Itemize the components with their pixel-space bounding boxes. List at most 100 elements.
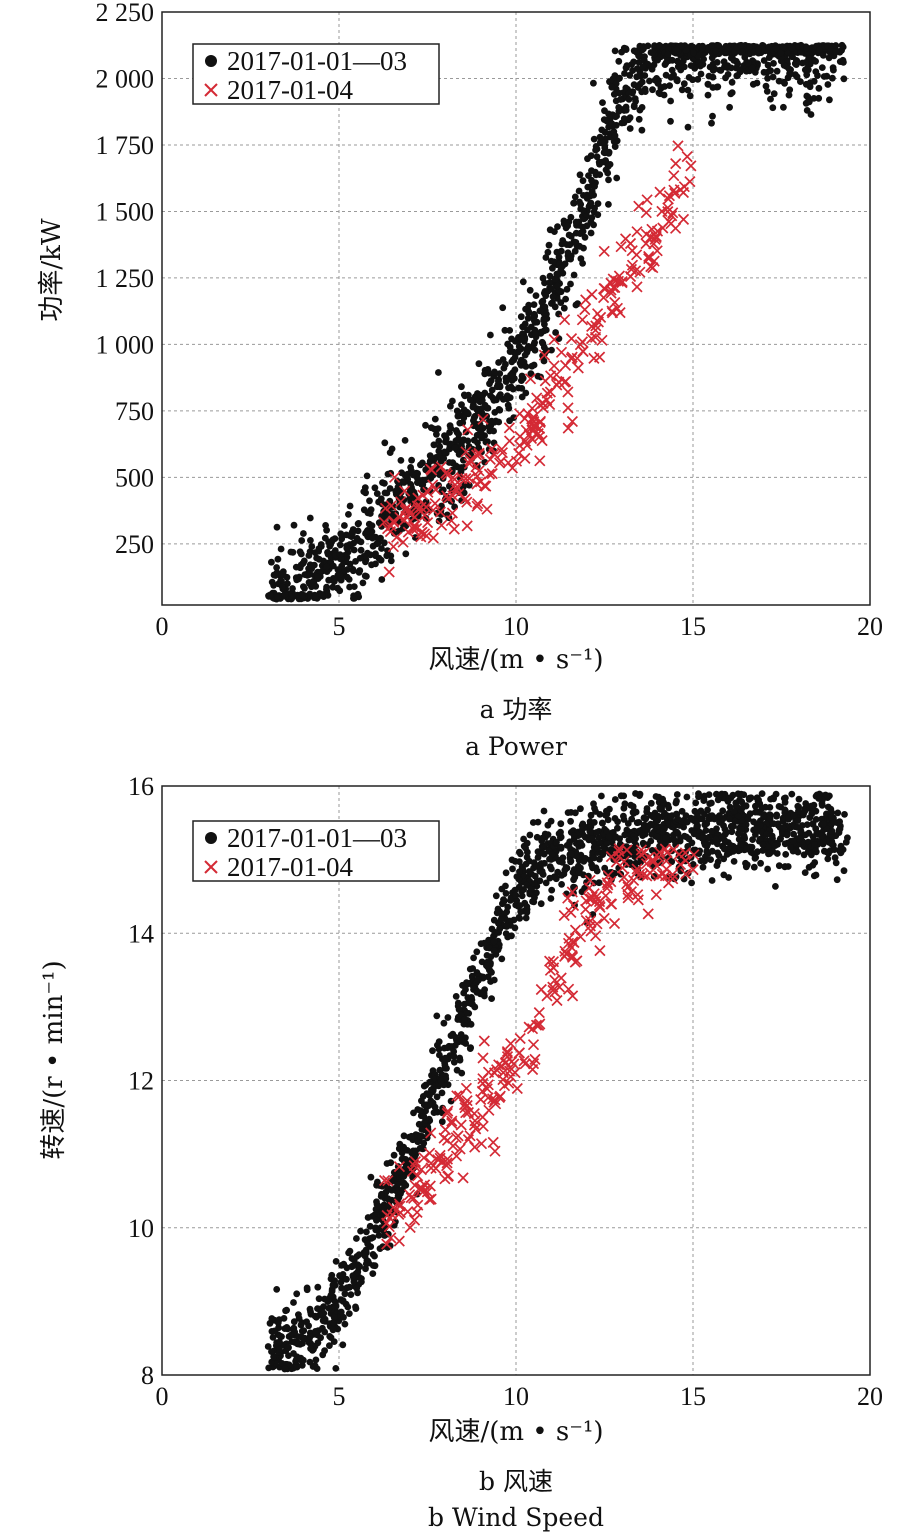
data-point: [452, 993, 460, 1000]
data-point: [280, 571, 287, 579]
data-point: [680, 868, 692, 880]
data-point: [528, 870, 535, 878]
data-point: [826, 96, 833, 104]
data-point: [764, 61, 772, 69]
data-point: [807, 802, 815, 810]
data-point: [667, 207, 679, 219]
data-point: [782, 851, 790, 858]
data-point: [522, 914, 530, 922]
data-point: [680, 80, 688, 88]
data-point: [495, 377, 502, 385]
data-point: [427, 532, 439, 544]
x-tick-label: 5: [333, 1382, 346, 1411]
data-point: [502, 882, 509, 890]
data-point: [562, 402, 574, 414]
data-point: [697, 70, 705, 78]
data-point: [423, 1147, 436, 1159]
data-point: [381, 1217, 393, 1229]
data-point: [686, 92, 694, 100]
data-point: [458, 383, 465, 391]
data-point: [549, 974, 561, 986]
data-point: [828, 827, 836, 835]
data-point: [630, 103, 638, 111]
data-point: [612, 113, 619, 121]
data-point: [673, 848, 685, 860]
data-point: [386, 485, 394, 492]
data-point: [616, 862, 629, 874]
data-point: [314, 573, 322, 581]
data-point: [523, 428, 535, 441]
data-point: [692, 799, 700, 807]
data-point: [789, 837, 797, 845]
data-point: [801, 66, 809, 74]
data-point: [295, 1314, 303, 1322]
data-point: [400, 1132, 408, 1140]
data-point: [802, 59, 809, 66]
data-point: [781, 79, 788, 87]
data-point: [728, 78, 736, 86]
data-point: [662, 834, 670, 842]
legend: 2017-01-01—03 2017-01-04: [192, 43, 440, 105]
data-point: [547, 895, 555, 902]
data-point: [478, 397, 486, 404]
data-point: [735, 66, 743, 73]
data-point: [606, 161, 614, 168]
data-point: [350, 1278, 358, 1286]
data-point: [579, 223, 586, 231]
data-point: [523, 908, 531, 916]
data-point: [513, 897, 521, 904]
data-point: [671, 837, 679, 845]
data-point: [404, 1221, 416, 1234]
data-point: [538, 338, 546, 346]
data-point: [824, 81, 832, 88]
data-point: [445, 459, 453, 466]
data-point: [639, 63, 647, 71]
data-point: [673, 828, 681, 836]
data-point: [625, 263, 638, 276]
data-point: [802, 80, 810, 88]
data-point: [281, 590, 289, 598]
data-point: [603, 840, 611, 847]
data-point: [318, 591, 326, 598]
data-point: [483, 468, 496, 480]
data-point: [363, 472, 371, 480]
data-point: [456, 1054, 464, 1062]
data-point: [496, 447, 509, 459]
data-point: [626, 125, 634, 132]
data-point: [315, 1295, 323, 1303]
x-tick-label: 20: [857, 612, 883, 641]
data-point: [651, 42, 658, 49]
data-point: [810, 77, 818, 85]
data-point: [667, 117, 674, 125]
data-point: [570, 199, 577, 207]
data-point: [809, 820, 817, 828]
data-point: [565, 231, 573, 239]
data-point: [363, 1228, 370, 1236]
data-point: [820, 73, 828, 80]
data-point: [400, 1143, 407, 1151]
data-point: [687, 863, 699, 876]
data-point: [567, 252, 575, 260]
data-point: [555, 346, 568, 358]
data-point: [418, 1126, 426, 1133]
data-point: [305, 1322, 312, 1330]
data-point: [491, 368, 498, 376]
data-point: [433, 430, 440, 438]
data-point: [677, 867, 685, 875]
data-point: [716, 812, 723, 820]
data-point: [434, 506, 447, 518]
data-point: [673, 797, 680, 805]
x-tick-label: 15: [680, 612, 706, 641]
data-point: [435, 461, 447, 473]
data-point: [579, 303, 591, 316]
data-point: [623, 63, 630, 71]
data-point: [618, 871, 630, 883]
data-point: [772, 883, 779, 890]
data-point: [455, 1006, 463, 1013]
data-point: [415, 1120, 423, 1128]
data-point: [343, 1264, 351, 1272]
data-point: [339, 1341, 347, 1349]
data-point: [688, 879, 695, 887]
data-point: [722, 74, 729, 82]
data-point: [601, 128, 609, 136]
